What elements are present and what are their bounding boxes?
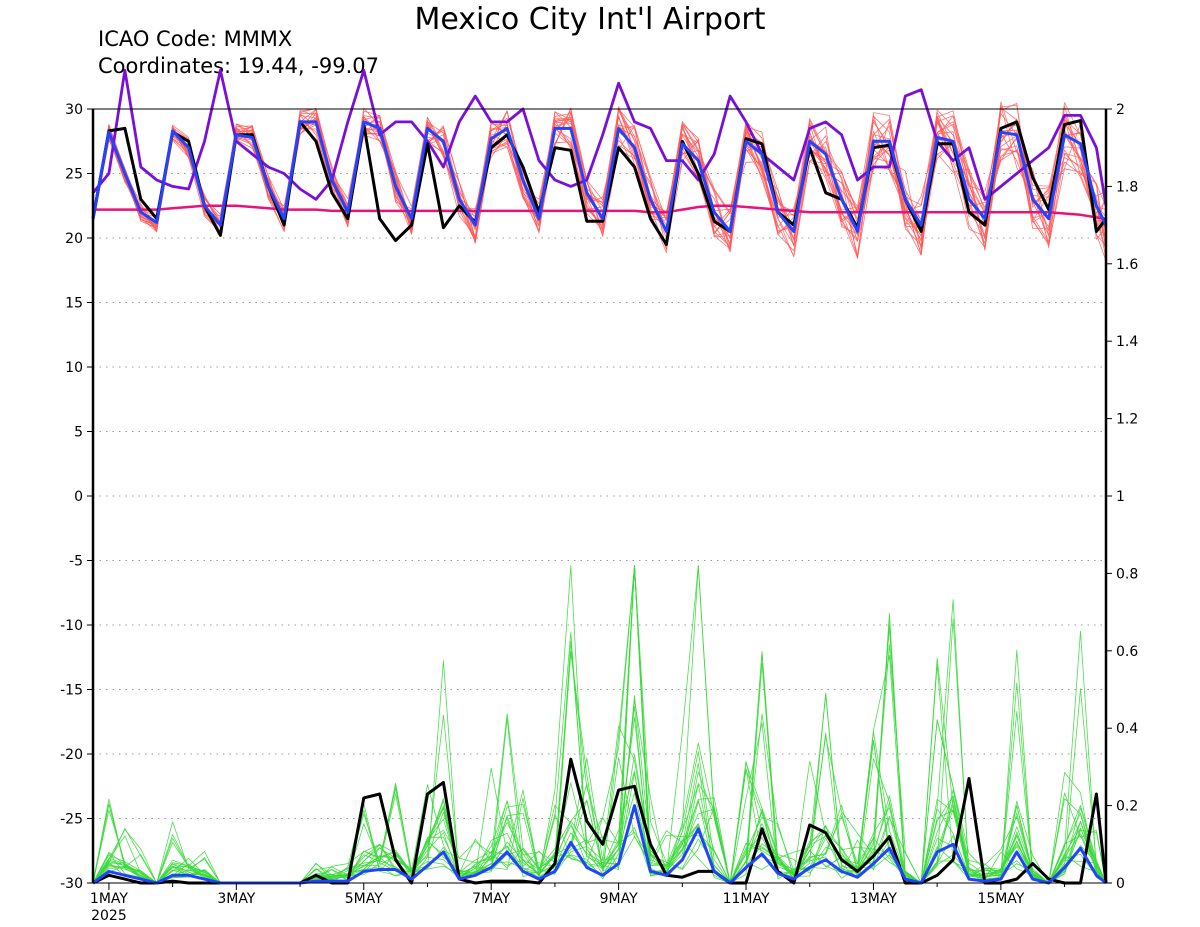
right-tick-label: 1 [1116,489,1125,505]
ensemble-members-layer [92,101,1107,884]
mean-temp-line [91,120,1108,233]
x-tick-label: 7MAY [472,891,510,907]
left-tick-label: -10 [60,618,83,634]
axes-layer: 302520151050-5-10-15-20-25-3021.81.61.41… [60,102,1138,924]
series-layer [91,68,1108,885]
x-tick-label: 11MAY [723,891,770,907]
left-tick-label: -5 [69,554,83,570]
right-tick-label: 0.4 [1116,721,1138,737]
right-tick-label: 1.6 [1116,257,1138,273]
left-tick-label: -25 [60,812,83,828]
x-year-label: 2025 [91,908,127,924]
chart-title: Mexico City Int'l Airport [414,2,766,37]
highres-temp-line [91,68,1108,207]
left-tick-label: 25 [65,167,83,183]
coordinates-label: Coordinates: 19.44, -99.07 [98,54,379,78]
x-tick-label: 15MAY [977,891,1024,907]
ensemble-temp-member [92,111,1107,251]
x-tick-label: 3MAY [217,891,255,907]
left-tick-label: -15 [60,683,83,699]
mean-precip-line [92,804,1107,885]
left-tick-label: 20 [65,231,83,247]
left-tick-label: 15 [65,296,83,312]
left-tick-label: 0 [74,489,83,505]
left-tick-label: 30 [65,102,83,118]
x-tick-label: 9MAY [600,891,638,907]
x-tick-label: 1MAY [90,891,128,907]
x-tick-label: 5MAY [345,891,383,907]
right-tick-label: 0 [1116,876,1125,892]
icao-code-label: ICAO Code: MMMX [98,27,293,51]
grid-layer [93,173,1106,819]
right-tick-label: 0.2 [1116,799,1138,815]
left-tick-label: 10 [65,360,83,376]
left-tick-label: -30 [60,876,83,892]
right-tick-label: 0.6 [1116,644,1138,660]
right-tick-label: 1.4 [1116,334,1138,350]
right-tick-label: 2 [1116,102,1125,118]
right-tick-label: 1.8 [1116,179,1138,195]
right-tick-label: 1.2 [1116,412,1138,428]
x-tick-label: 13MAY [850,891,897,907]
left-tick-label: -20 [60,747,83,763]
ensemble-temp-member [92,106,1107,246]
right-tick-label: 0.8 [1116,566,1138,582]
left-tick-label: 5 [74,425,83,441]
